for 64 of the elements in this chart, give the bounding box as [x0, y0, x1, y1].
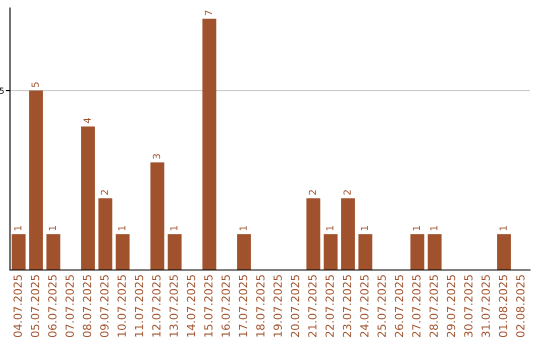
data-label: 7 — [204, 10, 212, 16]
data-label: 1 — [14, 226, 22, 230]
bar — [497, 234, 511, 270]
x-tick-label: 12.07.2025 — [152, 275, 161, 337]
data-label: 1 — [430, 226, 438, 230]
x-tick-label: 10.07.2025 — [117, 275, 126, 337]
x-tick-label: 09.07.2025 — [100, 275, 109, 338]
bar — [12, 234, 26, 270]
bar — [324, 234, 338, 270]
data-label: 2 — [343, 190, 351, 195]
x-tick-label: 26.07.2025 — [394, 275, 404, 337]
data-label: 5 — [32, 82, 39, 88]
bar — [428, 234, 442, 270]
data-label: 1 — [412, 226, 420, 230]
data-label: 1 — [240, 226, 247, 230]
bar — [81, 126, 95, 270]
x-tick-label: 07.07.2025 — [65, 275, 74, 338]
data-label: 1 — [326, 226, 334, 230]
bar — [168, 234, 182, 270]
x-tick-label: 05.07.2025 — [30, 275, 40, 338]
bar — [150, 162, 164, 270]
bar — [358, 234, 372, 270]
x-tick-label: 11.07.2025 — [134, 275, 144, 337]
x-tick-label: 30.07.2025 — [464, 275, 473, 337]
x-tick-label: 23.07.2025 — [342, 275, 352, 337]
bar — [410, 234, 424, 270]
x-tick-label: 18.07.2025 — [256, 275, 265, 337]
x-tick-label: 08.07.2025 — [82, 275, 92, 338]
data-label: 1 — [500, 226, 507, 230]
data-label: 1 — [170, 226, 178, 230]
x-tick-label: 14.07.2025 — [186, 275, 196, 337]
x-tick-label: 04.07.2025 — [13, 275, 22, 338]
bar — [306, 198, 320, 270]
x-tick-label: 24.07.2025 — [360, 275, 369, 337]
x-tick-label: 16.07.2025 — [221, 275, 230, 337]
x-tick-label: 21.07.2025 — [308, 275, 317, 337]
bar — [98, 198, 112, 270]
data-label: 1 — [118, 226, 126, 230]
x-tick-label: 17.07.2025 — [238, 275, 248, 337]
data-label: 1 — [48, 226, 56, 230]
x-tick-label: 31.07.2025 — [481, 275, 490, 337]
bar — [237, 234, 251, 270]
x-tick-label: 15.07.2025 — [204, 275, 213, 337]
x-tick-label: 27.07.2025 — [412, 275, 421, 337]
bar — [29, 90, 43, 270]
x-tick-label: 19.07.2025 — [273, 275, 282, 337]
bar — [46, 234, 60, 270]
x-tick-label: 06.07.2025 — [48, 275, 57, 338]
x-tick-label: 01.08.2025 — [498, 275, 508, 338]
data-label: 1 — [360, 226, 368, 230]
data-label: 3 — [152, 154, 160, 159]
x-tick-label: 13.07.2025 — [169, 275, 178, 337]
bar — [202, 18, 216, 270]
bar — [341, 198, 355, 270]
x-tick-label: 02.08.2025 — [516, 275, 525, 338]
x-tick-label: 20.07.2025 — [290, 275, 300, 337]
bar — [116, 234, 130, 270]
x-tick-label: 25.07.2025 — [377, 275, 386, 337]
data-label: 4 — [84, 118, 91, 124]
x-tick-label: 28.07.2025 — [429, 275, 438, 337]
data-label: 2 — [308, 190, 316, 195]
x-tick-label: 29.07.2025 — [446, 275, 456, 337]
data-label: 2 — [100, 190, 108, 195]
x-tick-label: 22.07.2025 — [325, 275, 334, 337]
